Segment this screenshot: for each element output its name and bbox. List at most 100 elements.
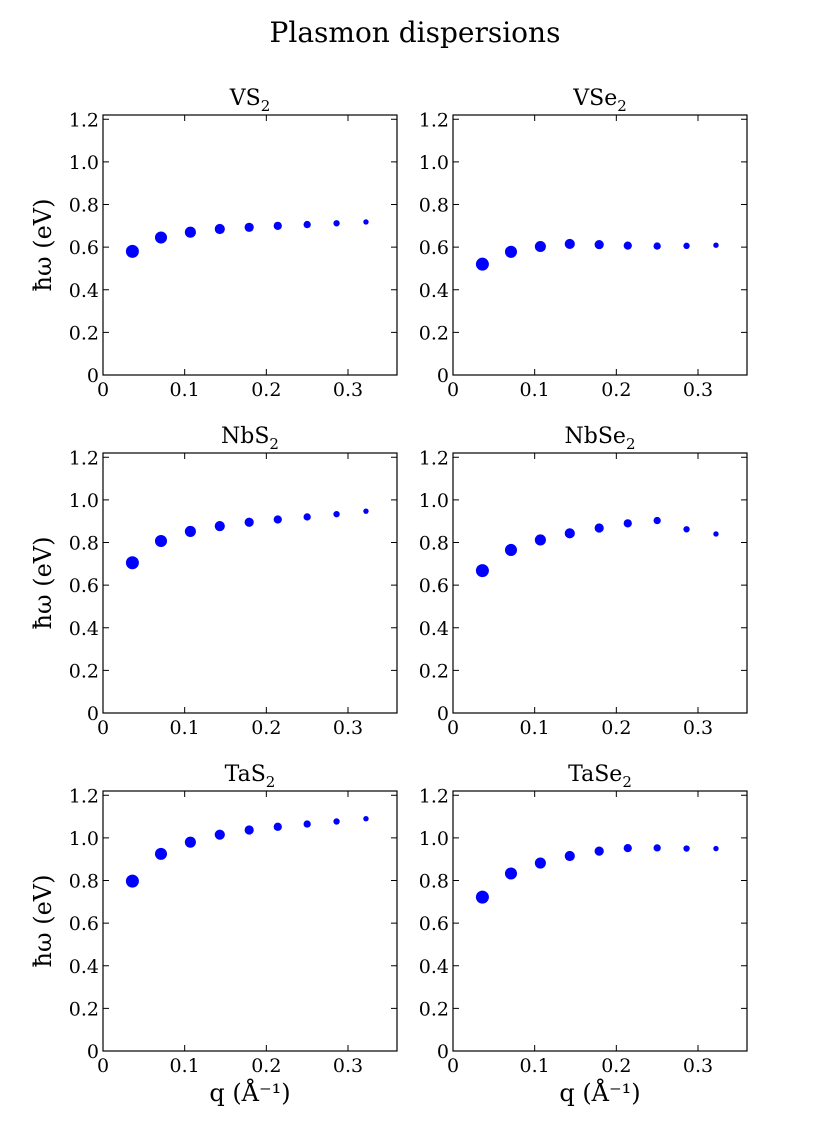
data-point xyxy=(713,845,719,852)
x-tick-label: 0.3 xyxy=(683,717,713,739)
x-tick-label: 0 xyxy=(97,1055,109,1077)
data-point xyxy=(154,534,168,548)
data-point xyxy=(363,816,369,822)
data-point xyxy=(594,239,604,250)
data-point xyxy=(623,843,632,853)
y-tick-label: 1.2 xyxy=(419,447,449,469)
y-tick-label: 0.6 xyxy=(69,237,99,259)
data-point xyxy=(564,850,575,862)
panel-tas2: TaS2 0 0.1 0.2 0.3 0 0.2 0.4 0.6 0.8 1.0 1.2 ħω (eV)… xyxy=(29,762,398,1107)
data-point xyxy=(333,220,340,227)
x-axis-label: q (Å⁻¹) xyxy=(209,1078,290,1107)
panel-title: VS2 xyxy=(229,86,271,115)
data-point xyxy=(214,829,225,840)
data-point xyxy=(125,874,139,888)
panel-nbs2: NbS2 0 0.1 0.2 0.3 0 0.2 0.4 0.6 0.8 1.0 1.2 ħω (eV) xyxy=(29,424,398,739)
data-point xyxy=(623,241,632,250)
y-tick-label: 1.0 xyxy=(69,828,99,850)
data-point xyxy=(363,219,369,225)
y-tick-label: 0.2 xyxy=(419,322,449,344)
x-tick-label: 0.3 xyxy=(683,1055,713,1077)
y-tick-label: 0.6 xyxy=(419,575,449,597)
y-tick-label: 0.4 xyxy=(69,618,99,640)
data-point xyxy=(594,846,604,856)
data-point xyxy=(534,857,546,869)
plot-frame xyxy=(452,114,748,376)
y-tick-label: 0.6 xyxy=(69,913,99,935)
data-point xyxy=(154,847,168,860)
x-tick-label: 0.2 xyxy=(601,1055,631,1077)
y-axis-label: ħω (eV) xyxy=(29,537,57,630)
data-point xyxy=(303,513,311,521)
y-tick-label: 0.2 xyxy=(69,322,99,344)
y-tick-label: 1.2 xyxy=(69,447,99,469)
x-tick-label: 0.3 xyxy=(333,717,363,739)
y-tick-label: 0.6 xyxy=(419,237,449,259)
x-tick-label: 0.2 xyxy=(251,379,281,401)
data-point xyxy=(333,510,340,518)
plot-frame xyxy=(452,790,748,1052)
y-tick-label: 0.8 xyxy=(69,195,99,217)
x-tick-label: 0 xyxy=(97,717,109,739)
data-point xyxy=(504,543,518,556)
panel-nbse2: NbSe2 0 0.1 0.2 0.3 0 0.2 0.4 0.6 0.8 1.0 1.2 xyxy=(419,424,748,739)
y-tick-label: 0 xyxy=(437,1041,449,1063)
panel-vs2: VS2 0 0.1 0.2 0.3 0 0.2 0.4 0.6 0.8 1.0 1.2 ħω (eV) xyxy=(29,86,398,401)
y-axis-label: ħω (eV) xyxy=(29,199,57,292)
data-point xyxy=(333,818,340,825)
y-tick-label: 1.2 xyxy=(69,785,99,807)
y-tick-label: 0.8 xyxy=(419,533,449,555)
data-point xyxy=(475,564,489,578)
panel-tase2: TaSe2 0 0.1 0.2 0.3 0 0.2 0.4 0.6 0.8 1.0 1.2 q (Å⁻¹… xyxy=(419,762,748,1107)
x-tick-label: 0.2 xyxy=(251,717,281,739)
y-tick-label: 0.4 xyxy=(69,280,99,302)
data-point xyxy=(594,523,604,533)
x-tick-label: 0.2 xyxy=(601,379,631,401)
y-tick-label: 0.8 xyxy=(69,871,99,893)
x-axis-label: q (Å⁻¹) xyxy=(559,1078,640,1107)
data-point xyxy=(244,517,254,527)
y-tick-label: 0 xyxy=(87,703,99,725)
data-point xyxy=(184,525,196,537)
y-tick-label: 0.4 xyxy=(419,618,449,640)
data-point xyxy=(273,221,282,230)
data-point xyxy=(653,844,661,852)
x-tick-label: 0.1 xyxy=(520,379,550,401)
x-tick-label: 0 xyxy=(447,717,459,739)
x-tick-label: 0.1 xyxy=(520,1055,550,1077)
x-tick-label: 0.2 xyxy=(251,1055,281,1077)
data-point xyxy=(713,242,719,248)
x-tick-label: 0 xyxy=(447,1055,459,1077)
data-point xyxy=(623,519,632,528)
y-tick-label: 0.8 xyxy=(419,871,449,893)
data-point xyxy=(363,508,369,514)
plot-frame xyxy=(452,452,748,714)
data-point xyxy=(564,528,575,539)
panel-vse2: VSe2 0 0.1 0.2 0.3 0 0.2 0.4 0.6 0.8 1.0 1.2 xyxy=(419,86,748,401)
panel-title: TaS2 xyxy=(225,762,276,791)
plot-frame xyxy=(102,114,398,376)
x-tick-label: 0 xyxy=(97,379,109,401)
x-tick-label: 0.1 xyxy=(520,717,550,739)
x-tick-label: 0 xyxy=(447,379,459,401)
data-point xyxy=(683,526,690,533)
y-tick-label: 1.2 xyxy=(69,109,99,131)
y-tick-label: 1.0 xyxy=(69,490,99,512)
y-tick-label: 0.4 xyxy=(419,956,449,978)
y-tick-label: 1.0 xyxy=(419,490,449,512)
plot-frame xyxy=(102,790,398,1052)
data-point xyxy=(475,257,489,271)
x-tick-label: 0.2 xyxy=(601,717,631,739)
x-tick-label: 0.1 xyxy=(170,717,200,739)
panel-title: NbSe2 xyxy=(565,424,636,453)
data-point xyxy=(534,240,546,253)
y-tick-label: 1.2 xyxy=(419,109,449,131)
data-point xyxy=(184,226,196,238)
y-tick-label: 0.2 xyxy=(419,660,449,682)
y-tick-label: 0 xyxy=(437,365,449,387)
y-tick-label: 0.8 xyxy=(69,533,99,555)
y-axis-label: ħω (eV) xyxy=(29,875,57,968)
y-tick-label: 0.6 xyxy=(419,913,449,935)
y-tick-label: 1.0 xyxy=(69,152,99,174)
